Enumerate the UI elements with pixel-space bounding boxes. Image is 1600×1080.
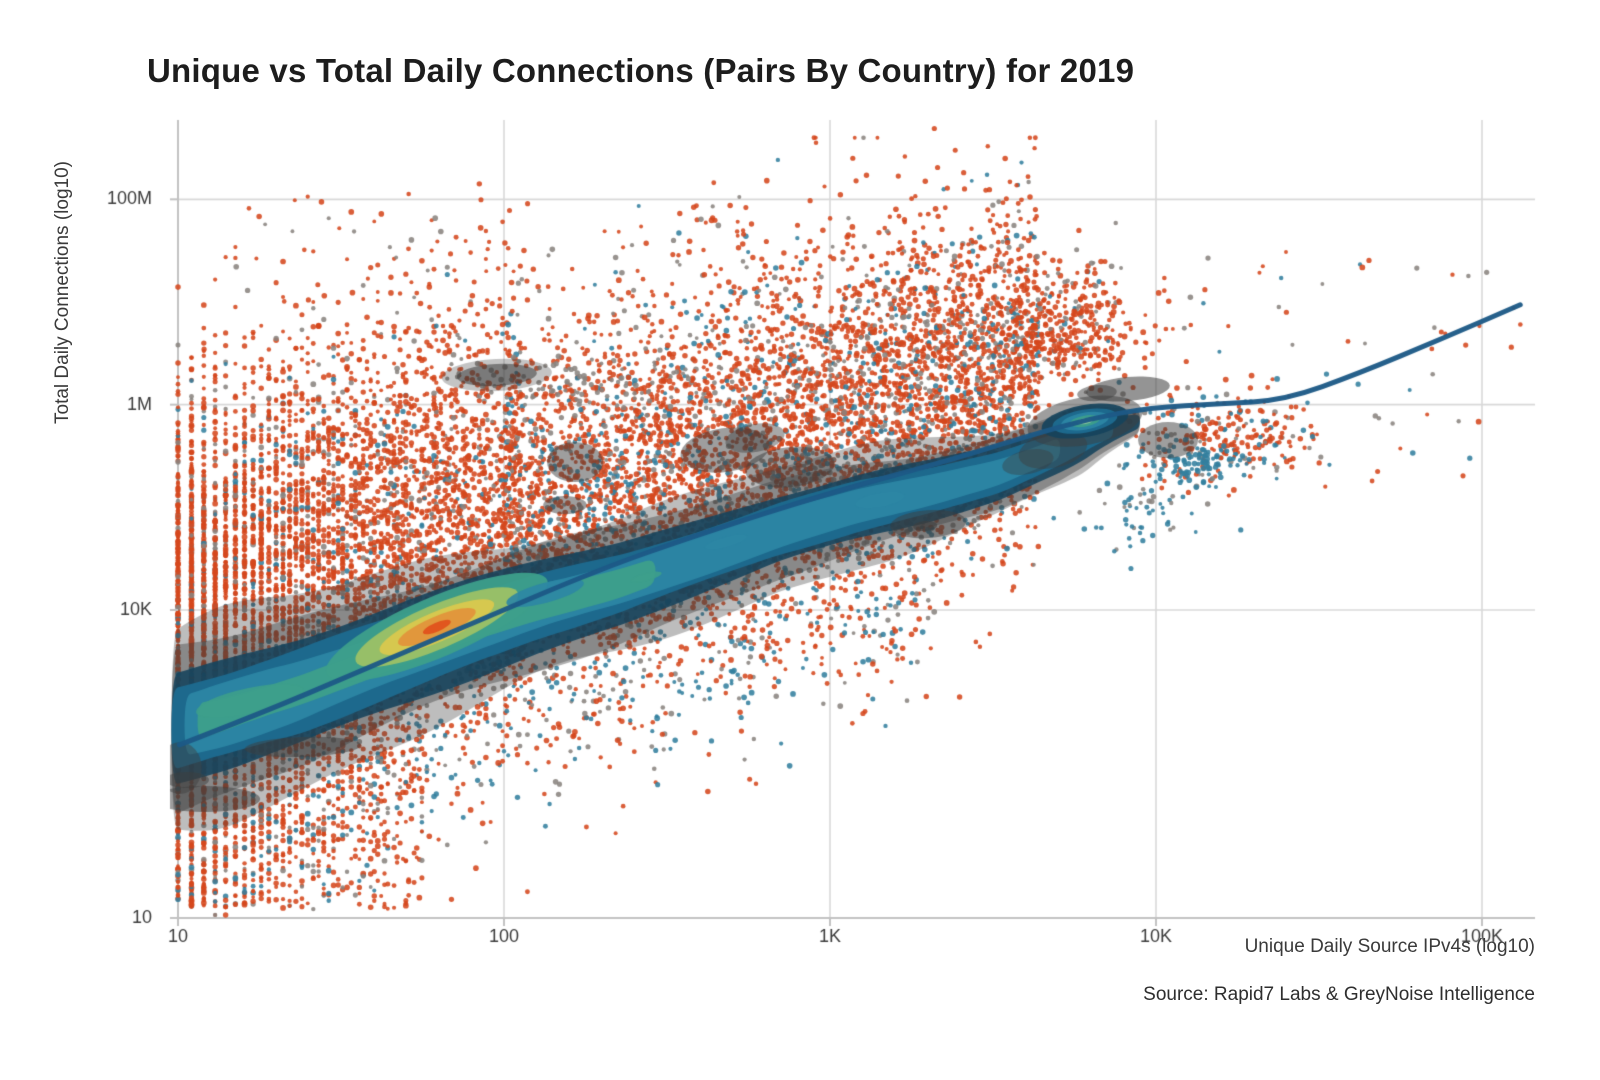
y-axis-title: Total Daily Connections (log10) <box>52 161 73 424</box>
x-axis-title: Unique Daily Source IPv4s (log10) <box>1244 936 1535 957</box>
chart-title: Unique vs Total Daily Connections (Pairs… <box>147 52 1135 89</box>
source-note: Source: Rapid7 Labs & GreyNoise Intellig… <box>1143 984 1535 1005</box>
